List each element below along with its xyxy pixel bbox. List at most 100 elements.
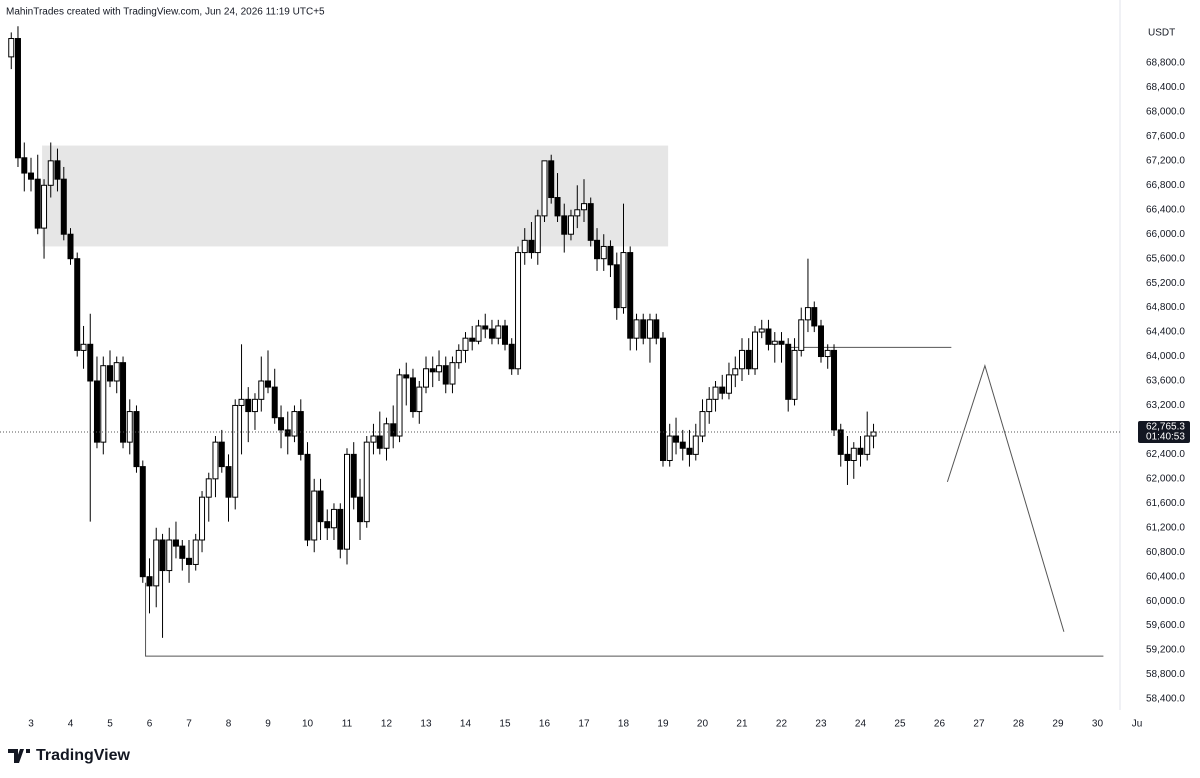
candle-body (561, 215, 568, 235)
y-tick-label: 66,000.0 (1146, 229, 1185, 240)
candle-body (172, 539, 179, 547)
candle-body (87, 343, 94, 382)
x-tick-label: 13 (420, 719, 432, 730)
candle-body (501, 325, 508, 345)
candle-body (758, 328, 765, 333)
candle-body (567, 215, 574, 235)
y-tick-label: 67,600.0 (1146, 131, 1185, 142)
candle-body (28, 172, 35, 180)
supply-zone (42, 145, 669, 247)
unit-label: USDT (1148, 28, 1175, 39)
candle-body (179, 545, 186, 559)
candle-body (403, 374, 410, 379)
candle-body (515, 252, 522, 370)
candle-body (600, 245, 607, 260)
y-tick-label: 61,200.0 (1146, 522, 1185, 533)
candle-body (311, 490, 318, 541)
x-tick-label: 29 (1052, 719, 1064, 730)
candle-body (620, 252, 627, 309)
y-tick-label: 58,400.0 (1146, 694, 1185, 705)
candle-body (251, 398, 258, 413)
candle-body (725, 374, 732, 394)
candle-body (541, 160, 548, 217)
y-tick-label: 67,200.0 (1146, 155, 1185, 166)
candle-body (41, 184, 48, 229)
candle-body (640, 319, 647, 339)
candle-body (67, 233, 74, 260)
candle-body (238, 398, 245, 406)
y-tick-label: 63,200.0 (1146, 400, 1185, 411)
candle-body (8, 38, 15, 58)
y-tick-label: 60,400.0 (1146, 571, 1185, 582)
y-tick-label: 61,600.0 (1146, 498, 1185, 509)
candle-body (765, 328, 772, 345)
y-tick-label: 68,400.0 (1146, 82, 1185, 93)
candle-body (186, 557, 193, 565)
y-tick-label: 68,800.0 (1146, 58, 1185, 69)
candle-body (390, 423, 397, 437)
y-tick-label: 68,000.0 (1146, 107, 1185, 118)
candle-body (337, 508, 344, 550)
candle-body (218, 441, 225, 468)
candle-body (442, 365, 449, 385)
candle-body (429, 368, 436, 373)
y-tick-label: 62,000.0 (1146, 473, 1185, 484)
candle-body (409, 377, 416, 413)
logo-text: TradingView (36, 747, 131, 764)
candle-body (824, 349, 831, 358)
x-tick-label: 14 (460, 719, 472, 730)
candle-body (126, 411, 133, 443)
candle-body (488, 328, 495, 339)
candle-body (580, 203, 587, 211)
candle-body (455, 349, 462, 364)
candle-body (732, 368, 739, 376)
y-tick-label: 66,800.0 (1146, 180, 1185, 191)
y-tick-label: 64,000.0 (1146, 351, 1185, 362)
candle-body (232, 404, 239, 498)
y-tick-label: 66,400.0 (1146, 204, 1185, 215)
candle-body (508, 343, 515, 370)
candle-body (554, 197, 561, 217)
candle-body (469, 337, 476, 342)
candle-body (646, 319, 653, 339)
candle-body (594, 239, 601, 260)
y-tick-label: 65,200.0 (1146, 278, 1185, 289)
candle-body (350, 453, 357, 498)
candle-body (738, 349, 745, 370)
candle-body (363, 441, 370, 523)
price-box (1138, 421, 1190, 444)
x-tick-label: 18 (618, 719, 630, 730)
x-tick-label: 20 (697, 719, 709, 730)
candle-body (752, 331, 759, 370)
y-tick-label: 65,600.0 (1146, 253, 1185, 264)
candle-body (60, 178, 67, 235)
x-tick-label: 21 (736, 719, 748, 730)
candle-body (370, 435, 377, 443)
candle-body (495, 325, 502, 339)
x-tick-label: 12 (381, 719, 393, 730)
x-tick-label: 8 (226, 719, 232, 730)
candle-body (673, 435, 680, 443)
candle-body (245, 398, 252, 413)
candle-body (548, 160, 555, 199)
x-tick-label: 28 (1013, 719, 1025, 730)
x-tick-label: 11 (342, 719, 353, 730)
credit: MahinTrades created with TradingView.com… (6, 7, 325, 18)
logo-mark (8, 749, 30, 763)
candle-body (817, 325, 824, 358)
candle-body (811, 307, 818, 327)
x-tick-label: 3 (28, 719, 34, 730)
candle-body (54, 160, 61, 180)
candle-body (719, 386, 726, 394)
candle-body (850, 447, 857, 461)
candle-body (653, 319, 660, 339)
candle-body (14, 38, 21, 159)
price-label: 62,765.3 (1146, 422, 1185, 433)
candle-body (416, 386, 423, 413)
y-tick-label: 59,200.0 (1146, 645, 1185, 656)
candle-body (376, 435, 383, 449)
x-tick-label: 9 (265, 719, 271, 730)
y-tick-label: 64,800.0 (1146, 302, 1185, 313)
candle-body (297, 411, 304, 455)
